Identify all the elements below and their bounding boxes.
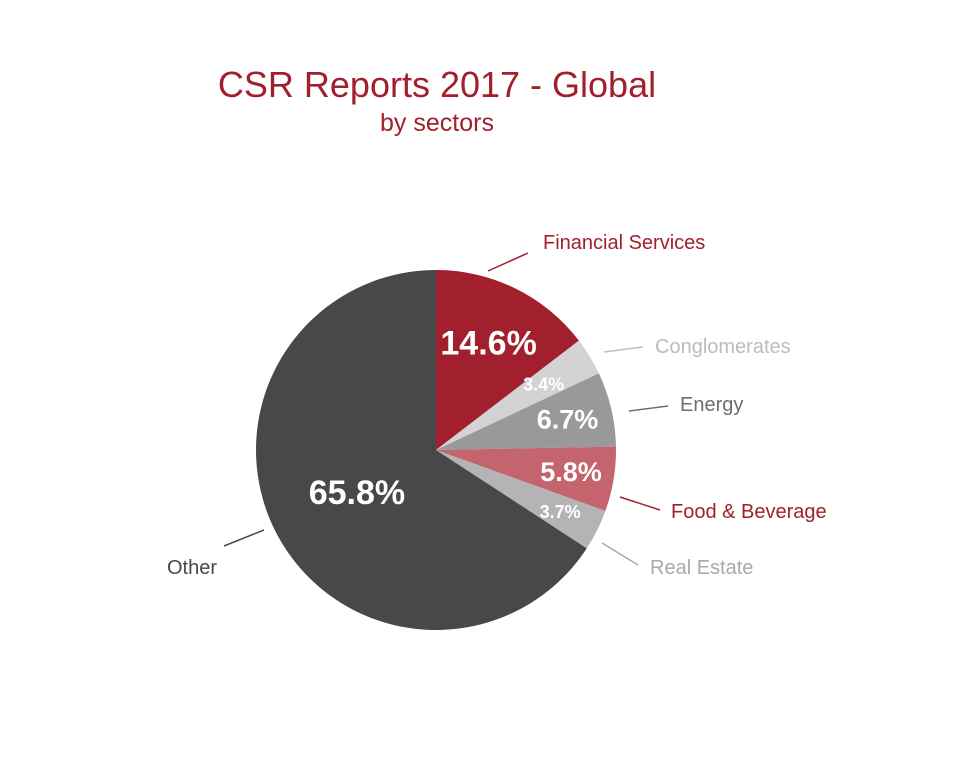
leader-line-other [223, 529, 265, 547]
category-labels: Financial Services Conglomerates Energy Foo… [167, 232, 827, 579]
leader-line-financial-services [487, 252, 529, 272]
slice-energy [436, 373, 616, 450]
chart-subtitle: by sectors [380, 109, 494, 137]
category-label-other: Other [167, 557, 217, 579]
pie-slices [256, 270, 617, 630]
category-label-food-and-beverage: Food & Beverage [671, 501, 827, 523]
category-label-real-estate: Real Estate [650, 557, 753, 579]
leader-line-food-and-beverage [619, 496, 661, 511]
leader-lines [223, 252, 669, 566]
value-label-real-estate: 3.7% [540, 502, 581, 522]
slice-real-estate [436, 450, 606, 549]
value-label-conglomerates: 3.4% [523, 375, 564, 395]
value-label-food-and-beverage: 5.8% [540, 457, 602, 487]
value-label-energy: 6.7% [537, 404, 599, 434]
category-label-energy: Energy [680, 394, 743, 416]
slice-food-and-beverage [436, 446, 617, 511]
chart-title: CSR Reports 2017 - Global [217, 64, 657, 105]
category-label-financial-services: Financial Services [543, 232, 705, 254]
slice-other [256, 270, 587, 630]
slice-financial-services [436, 270, 579, 450]
value-labels: 14.6% 3.4% 6.7% 5.8% 3.7% 65.8% [309, 325, 602, 522]
value-label-other: 65.8% [309, 474, 405, 512]
category-label-conglomerates: Conglomerates [655, 336, 791, 358]
value-label-financial-services: 14.6% [440, 325, 536, 363]
leader-line-energy [628, 405, 669, 412]
leader-line-real-estate [601, 542, 639, 566]
slice-conglomerates [436, 340, 599, 450]
leader-line-conglomerates [603, 346, 644, 353]
